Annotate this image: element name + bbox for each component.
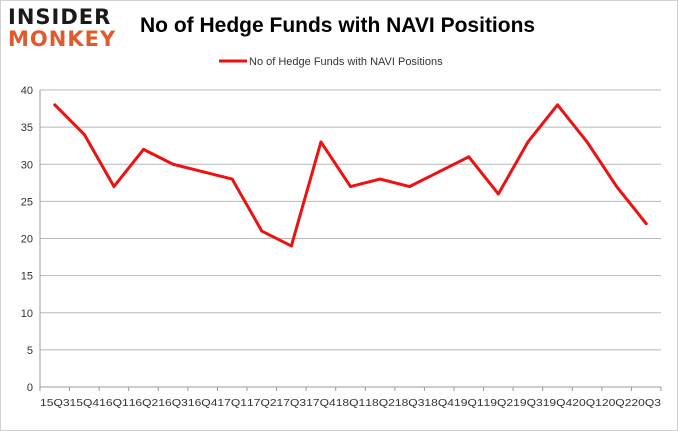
y-tick-labels: 0 5 10 15 20 25 30 35 40 — [21, 85, 33, 394]
legend: No of Hedge Funds with NAVI Positions — [219, 56, 443, 68]
series-group — [53, 103, 648, 248]
x-tick-label: 20Q3 — [631, 397, 661, 409]
logo-line-2: MONKEY — [8, 27, 117, 51]
data-point — [289, 244, 293, 248]
x-tick-label: 19Q2 — [484, 397, 514, 409]
y-tick-label: 0 — [27, 382, 33, 394]
y-tick-label: 25 — [21, 196, 33, 208]
data-point — [378, 177, 382, 181]
x-tick-label: 20Q1 — [572, 397, 602, 409]
series-line — [53, 103, 648, 248]
data-point — [112, 185, 116, 188]
y-tick-label: 35 — [21, 122, 33, 134]
y-tick-label: 30 — [21, 159, 33, 171]
x-tick-label: 18Q4 — [424, 397, 454, 409]
data-point — [260, 229, 264, 233]
x-tick-label: 19Q3 — [513, 397, 543, 409]
x-tick-label: 17Q1 — [217, 397, 247, 409]
data-point — [142, 148, 145, 151]
data-point — [349, 185, 352, 188]
data-point — [467, 155, 471, 159]
y-tick-label: 40 — [21, 85, 33, 97]
data-point — [408, 185, 412, 188]
x-tick-label: 16Q1 — [99, 397, 129, 409]
data-point — [526, 140, 530, 144]
x-tick-label: 15Q3 — [40, 397, 70, 409]
x-tick-label: 18Q2 — [365, 397, 395, 409]
axes — [39, 90, 662, 391]
logo-line-1: INSIDER — [8, 5, 112, 29]
data-point — [496, 192, 500, 196]
y-tick-label: 15 — [21, 271, 33, 283]
data-point — [437, 170, 441, 174]
data-point — [53, 103, 57, 107]
x-tick-label: 18Q1 — [336, 397, 366, 409]
x-tick-label: 17Q3 — [277, 397, 307, 409]
data-point — [319, 140, 323, 144]
data-point — [556, 103, 559, 107]
x-tick-labels: 15Q3 15Q4 16Q1 16Q2 16Q3 16Q4 17Q1 17Q2 17Q3 17Q4… — [40, 397, 661, 409]
x-tick-label: 16Q3 — [158, 397, 188, 409]
data-point — [201, 170, 205, 174]
x-tick-label: 17Q4 — [306, 397, 336, 409]
x-tick-label: 17Q2 — [247, 397, 277, 409]
y-tick-label: 5 — [27, 345, 33, 357]
x-tick-label: 19Q1 — [454, 397, 484, 409]
x-tick-label: 18Q3 — [395, 397, 425, 409]
chart-title: No of Hedge Funds with NAVI Positions — [140, 14, 536, 37]
insider-monkey-logo: INSIDER MONKEY — [8, 6, 126, 56]
data-point — [585, 140, 589, 144]
y-tick-label: 20 — [21, 234, 33, 246]
x-tick-label: 20Q2 — [602, 397, 632, 409]
data-point — [230, 177, 234, 181]
data-point — [644, 222, 648, 226]
data-point — [615, 185, 619, 188]
y-tick-label: 10 — [21, 308, 33, 320]
legend-label: No of Hedge Funds with NAVI Positions — [249, 56, 443, 68]
x-tick-label: 15Q4 — [70, 397, 100, 409]
gridlines — [40, 89, 661, 351]
x-tick-label: 19Q4 — [543, 397, 573, 409]
x-tick-label: 16Q4 — [188, 397, 218, 409]
x-tick-label: 16Q2 — [129, 397, 159, 409]
data-point — [171, 162, 175, 166]
data-point — [82, 133, 86, 136]
